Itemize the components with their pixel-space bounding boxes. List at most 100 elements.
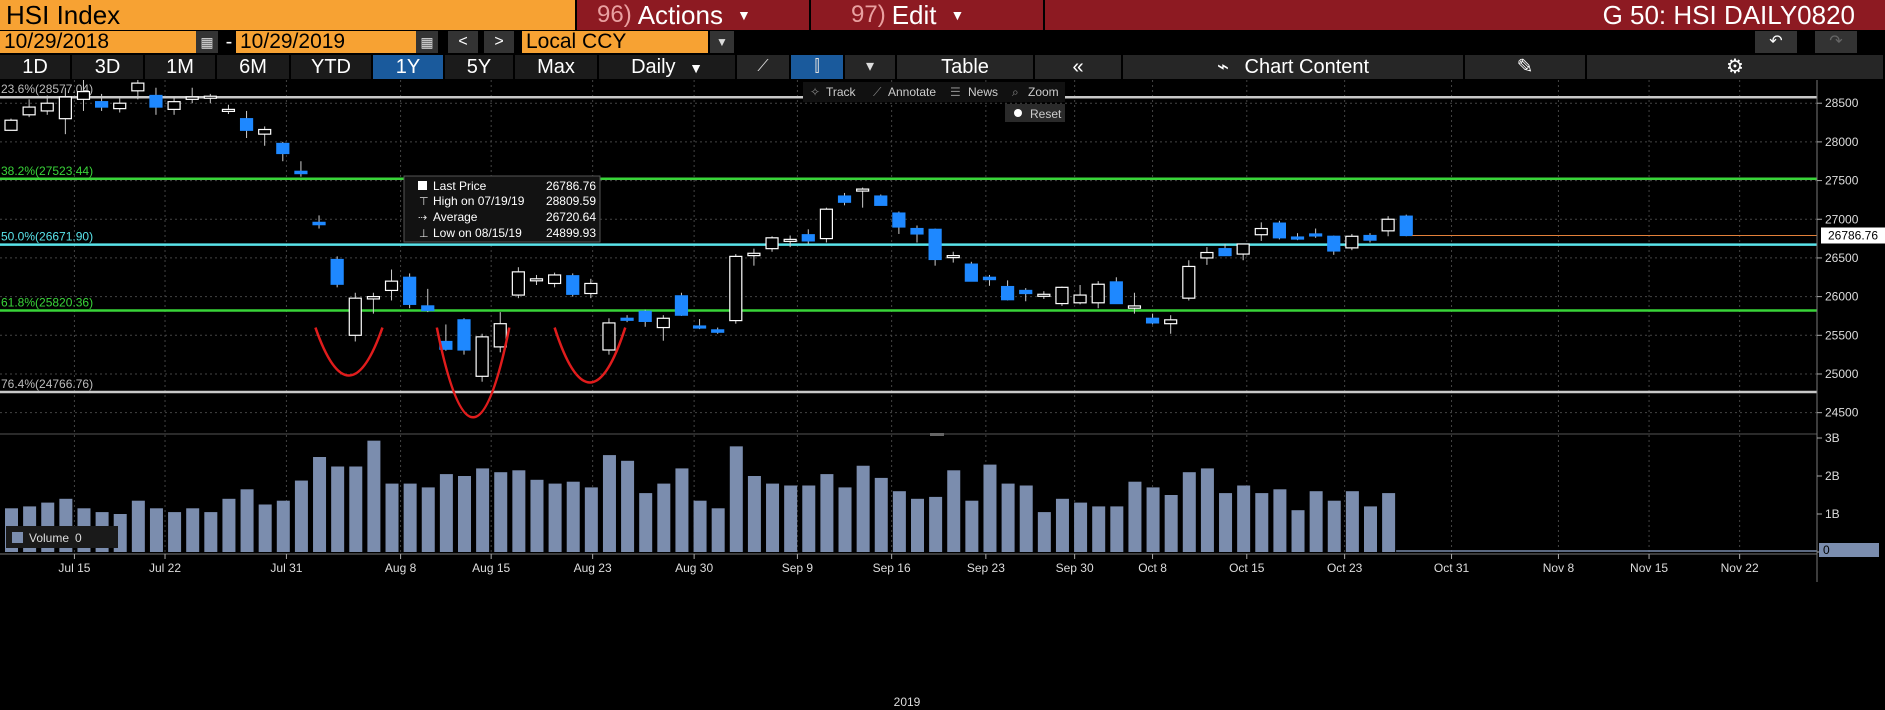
volume-bar (911, 498, 924, 552)
x-tick-label: Sep 30 (1056, 561, 1094, 575)
volume-bar (131, 500, 145, 552)
volume-bar (1309, 491, 1323, 552)
period-max-button[interactable]: Max (515, 55, 599, 79)
x-tick-label: Jul 31 (270, 561, 302, 575)
legend-average-label: Average (433, 210, 478, 224)
volume-bar (1382, 493, 1396, 552)
annotate-icon: ⟋ (873, 85, 882, 99)
security-title[interactable]: HSI Index (0, 0, 575, 30)
period-ytd-button[interactable]: YTD (291, 55, 373, 79)
redo-icon[interactable]: ↷ (1815, 31, 1857, 53)
fib-level-label: 23.6%(28577.04) (1, 82, 93, 96)
undo-icon[interactable]: ↶ (1755, 31, 1797, 53)
edit-pencil-icon[interactable]: ✎ (1465, 55, 1587, 79)
period-6m-button[interactable]: 6M (217, 55, 291, 79)
x-tick-label: Aug 15 (472, 561, 510, 575)
toolbar: 1D 3D 1M 6M YTD 1Y 5Y Max Daily ▼ ⟋ ⫿ ▾ … (0, 55, 1885, 79)
candle-body (620, 317, 634, 321)
legend-box-bg (403, 175, 601, 243)
candle-body (185, 96, 199, 100)
fib-level-label: 76.4%(24766.76) (1, 377, 93, 391)
mini-toolbar-bg (803, 82, 1065, 102)
volume-bar (584, 487, 598, 552)
line-chart-icon[interactable]: ⟋ (737, 55, 791, 79)
volume-tick-label: 2B (1825, 469, 1840, 483)
x-tick-label: Jul 15 (58, 561, 90, 575)
news-button[interactable]: News (968, 85, 998, 99)
edit-menu-button[interactable]: 97) Edit ▼ (809, 0, 1043, 30)
volume-bar (548, 483, 562, 552)
table-button[interactable]: Table (897, 55, 1035, 79)
fib-level-label: 61.8%(25820.36) (1, 296, 93, 310)
collapse-icon[interactable]: « (1035, 55, 1123, 79)
currency-select[interactable]: Local CCY (522, 31, 708, 53)
actions-menu-button[interactable]: 96) Actions ▼ (575, 0, 809, 30)
volume-bar (1182, 472, 1196, 552)
volume-bar (222, 498, 236, 552)
y-tick-label: 26000 (1825, 290, 1859, 304)
candle-body (312, 221, 326, 226)
next-period-button[interactable]: > (484, 31, 514, 53)
annotate-button[interactable]: Annotate (888, 85, 936, 99)
volume-bar (621, 460, 635, 552)
volume-zero-tag (1819, 543, 1879, 557)
candlestick-icon[interactable]: ⫿ (791, 55, 845, 79)
candle-body (348, 297, 362, 336)
candle-body (874, 195, 888, 206)
period-1d-button[interactable]: 1D (0, 55, 72, 79)
reset-button[interactable]: Reset (1030, 107, 1062, 121)
chevron-down-icon[interactable]: ▾ (845, 55, 897, 79)
grid (0, 80, 1817, 552)
calendar-icon[interactable]: ▦ (196, 31, 218, 53)
zoom-button[interactable]: Zoom (1028, 85, 1059, 99)
volume-bar (838, 487, 852, 552)
start-date-field[interactable]: 10/29/2018 (0, 31, 196, 53)
volume-bar (1345, 491, 1359, 552)
calendar-icon[interactable]: ▦ (416, 31, 438, 53)
candle-body (692, 325, 707, 329)
candle-body (1073, 294, 1087, 304)
candle-body (203, 95, 217, 99)
period-1y-button[interactable]: 1Y (373, 55, 445, 79)
volume-bar (1219, 493, 1233, 552)
x-tick-label: Oct 23 (1327, 561, 1363, 575)
period-1m-button[interactable]: 1M (145, 55, 217, 79)
volume-bar (766, 483, 780, 552)
volume-bar (566, 481, 580, 552)
track-button[interactable]: Track (826, 85, 857, 99)
volume-swatch (12, 532, 23, 543)
candle-body (330, 258, 344, 285)
volume-bar (294, 480, 308, 552)
year-label: 2019 (894, 695, 921, 709)
frequency-select[interactable]: Daily ▼ (599, 55, 737, 79)
reset-button-bg (1005, 104, 1065, 122)
volume-bar (204, 512, 218, 552)
candle-body (566, 275, 580, 295)
candles (4, 80, 1817, 382)
chevron-down-icon[interactable]: ▼ (710, 31, 734, 53)
chart-content-label: Chart Content (1244, 56, 1370, 78)
settings-gear-icon[interactable]: ⚙ (1587, 55, 1885, 79)
end-date-field[interactable]: 10/29/2019 (236, 31, 416, 53)
panel-resize-handle (930, 433, 944, 436)
volume-bar (675, 468, 689, 552)
volume-bar (240, 489, 254, 552)
volume-bar (1200, 468, 1214, 552)
period-3d-button[interactable]: 3D (72, 55, 145, 79)
candle-body (674, 295, 689, 316)
candle-body (1037, 293, 1051, 297)
actions-menu-number: 96) (597, 1, 632, 28)
chevron-down-icon: ▼ (950, 7, 965, 23)
volume-bar (494, 472, 508, 552)
chevron-down-icon: ▼ (689, 60, 703, 76)
volume-bar (186, 508, 200, 552)
candle-body (801, 234, 815, 242)
volume-bar (385, 483, 399, 552)
volume-bar (258, 504, 272, 552)
period-5y-button[interactable]: 5Y (445, 55, 515, 79)
prev-period-button[interactable]: < (448, 31, 478, 53)
chart-content-button[interactable]: ⌁ Chart Content (1123, 55, 1465, 79)
volume-bar (1074, 502, 1088, 552)
price-chart[interactable]: 23.6%(28577.04) 38.2%(27523.44) 50.0%(2667… (0, 80, 1885, 710)
candle-body (1236, 243, 1250, 255)
